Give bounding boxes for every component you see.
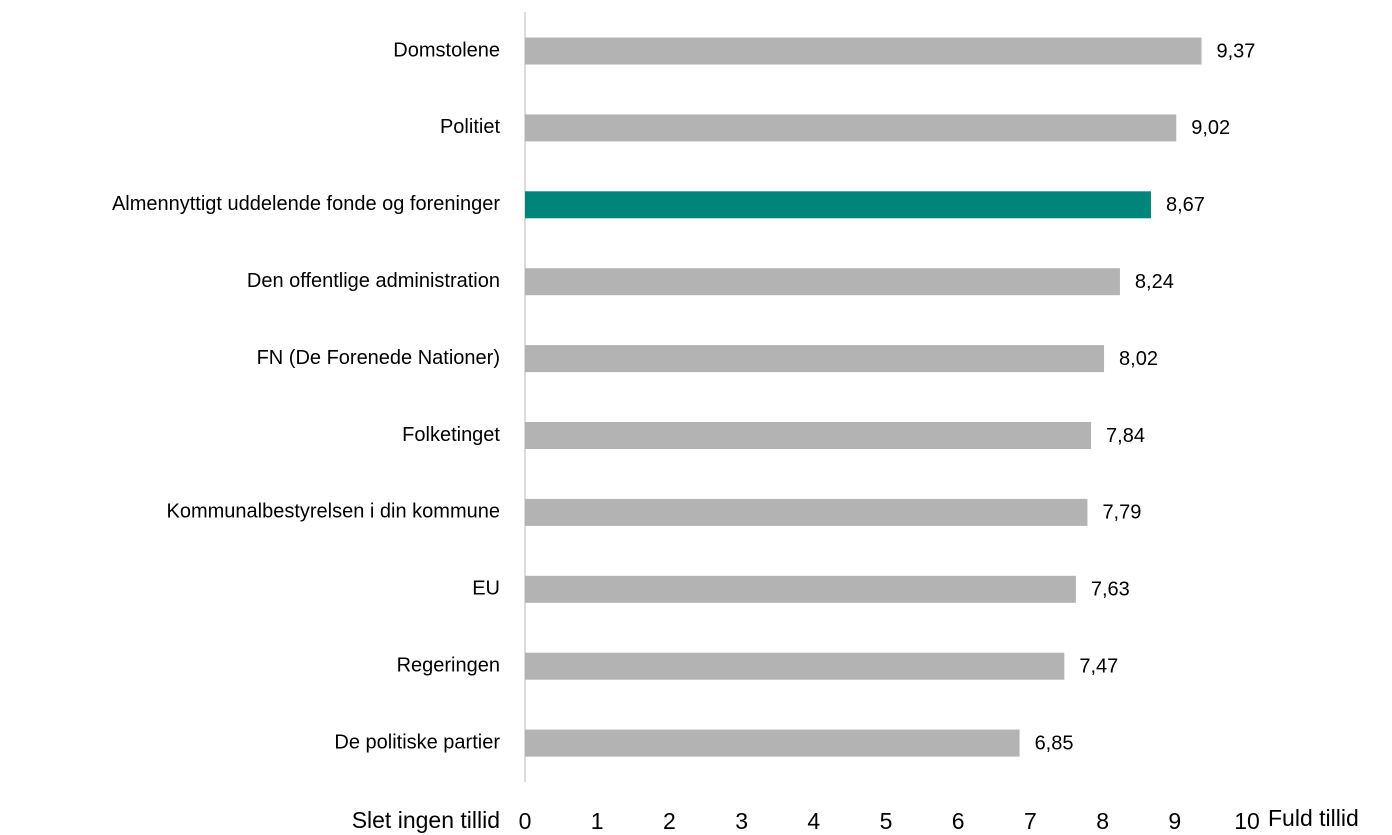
category-label: EU [472, 578, 500, 600]
category-label: Politiet [440, 116, 500, 138]
bar [525, 191, 1151, 219]
bar [525, 345, 1105, 373]
x-tick-label: 5 [880, 808, 893, 834]
x-tick-label: 0 [519, 808, 532, 834]
x-tick-label: 8 [1096, 808, 1109, 834]
category-label: Almennyttigt uddelende fonde og forening… [112, 193, 500, 215]
category-label: Domstolene [393, 39, 500, 61]
x-tick-label: 10 [1234, 808, 1260, 834]
x-max-label: Fuld tillid [1268, 805, 1359, 831]
bar [525, 268, 1120, 296]
bar [525, 652, 1065, 680]
value-label: 6,85 [1035, 732, 1074, 754]
value-label: 8,02 [1119, 348, 1158, 370]
x-tick-label: 1 [591, 808, 604, 834]
category-label: Regeringen [397, 654, 500, 676]
value-label: 7,84 [1106, 425, 1145, 447]
value-label: 7,79 [1102, 502, 1141, 524]
category-label: De politiske partier [334, 731, 500, 753]
bar [525, 729, 1020, 757]
value-label: 7,63 [1091, 579, 1130, 601]
value-label: 8,67 [1166, 194, 1205, 216]
value-label: 9,37 [1217, 40, 1256, 62]
category-label: Den offentlige administration [247, 270, 500, 292]
x-tick-label: 2 [663, 808, 676, 834]
category-label: FN (De Forenede Nationer) [257, 347, 500, 369]
x-tick-label: 9 [1168, 808, 1181, 834]
bar [525, 498, 1088, 526]
category-label: Folketinget [402, 424, 500, 446]
x-tick-label: 4 [807, 808, 820, 834]
value-label: 9,02 [1191, 117, 1230, 139]
x-tick-label: 3 [735, 808, 748, 834]
bar [525, 37, 1202, 65]
value-label: 7,47 [1079, 655, 1118, 677]
category-label: Kommunalbestyrelsen i din kommune [167, 501, 501, 523]
bar [525, 114, 1177, 142]
x-min-label: Slet ingen tillid [352, 807, 500, 833]
x-tick-label: 6 [952, 808, 965, 834]
bar [525, 422, 1092, 449]
value-label: 8,24 [1135, 271, 1174, 293]
x-tick-label: 7 [1024, 808, 1037, 834]
bar [525, 575, 1076, 603]
